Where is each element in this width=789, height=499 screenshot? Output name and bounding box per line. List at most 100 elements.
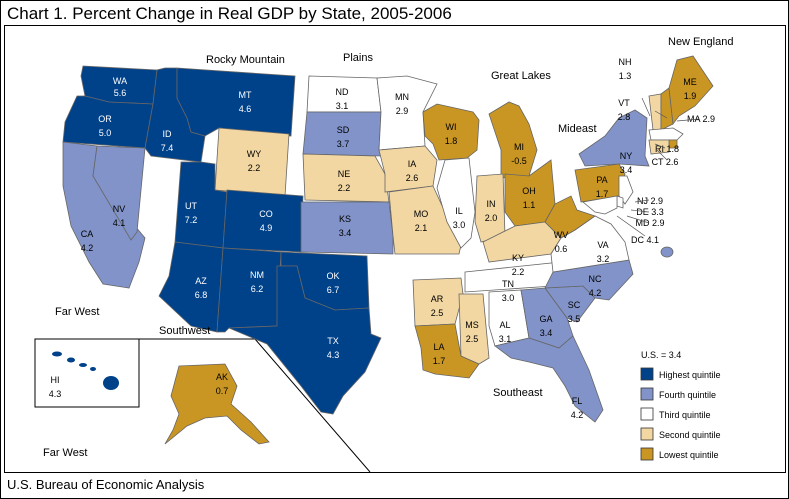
- region-label-southwest: Southwest: [159, 325, 210, 337]
- state-abbr-ia: IA: [408, 159, 417, 169]
- state-label-ct: CT 2.6: [652, 157, 679, 167]
- state-value-wa: 5.6: [114, 88, 127, 98]
- state-co: [222, 189, 304, 253]
- state-abbr-co: CO: [259, 209, 273, 219]
- state-value-ca: 4.2: [81, 243, 94, 253]
- hawaii-inset-box: [34, 338, 140, 408]
- state-abbr-sd: SD: [337, 125, 350, 135]
- state-value-ak: 0.7: [216, 386, 229, 396]
- state-tx: [228, 265, 382, 415]
- state-abbr-nh: NH: [619, 57, 632, 67]
- state-abbr-ut: UT: [185, 201, 197, 211]
- state-value-ks: 3.4: [339, 228, 352, 238]
- state-abbr-id: ID: [163, 129, 173, 139]
- state-label-ri: RI 1.8: [655, 144, 679, 154]
- state-abbr-la: LA: [433, 342, 444, 352]
- region-label-southeast: Southeast: [493, 387, 543, 399]
- state-wv: [544, 195, 596, 239]
- state-abbr-wv: WV: [554, 230, 569, 240]
- state-ma: [648, 127, 684, 141]
- state-value-nd: 3.1: [336, 101, 349, 111]
- state-abbr-or: OR: [98, 114, 112, 124]
- state-value-mt: 4.6: [239, 104, 252, 114]
- state-abbr-va: VA: [597, 240, 608, 250]
- state-abbr-oh: OH: [522, 186, 536, 196]
- state-abbr-ne: NE: [338, 169, 351, 179]
- state-value-az: 6.8: [195, 290, 208, 300]
- state-value-ut: 7.2: [185, 215, 198, 225]
- legend-us-value: U.S. = 3.4: [641, 350, 681, 360]
- legend-swatch-q5: [640, 367, 654, 381]
- state-abbr-wi: WI: [446, 122, 457, 132]
- state-abbr-mt: MT: [239, 90, 252, 100]
- state-ms: [458, 293, 490, 365]
- state-value-me: 1.9: [684, 91, 697, 101]
- region-label-far-west: Far West: [55, 306, 99, 318]
- hawaii-islands: [52, 351, 119, 390]
- state-value-mo: 2.1: [415, 223, 428, 233]
- state-value-mi: -0.5: [511, 156, 527, 166]
- state-label-dc: DC 4.1: [631, 235, 659, 245]
- state-abbr-fl: FL: [572, 396, 583, 406]
- state-label-ma: MA 2.9: [687, 114, 715, 124]
- state-abbr-ms: MS: [465, 320, 479, 330]
- legend: U.S. = 3.4 Highest quintile Fourth quinti…: [640, 350, 721, 461]
- state-md: [582, 195, 618, 215]
- state-value-ga: 3.4: [540, 328, 553, 338]
- state-abbr-ny: NY: [620, 151, 633, 161]
- legend-swatch-q4: [640, 387, 654, 401]
- state-ny: [578, 109, 650, 167]
- state-abbr-mi: MI: [514, 142, 524, 152]
- state-value-va: 3.2: [597, 254, 610, 264]
- legend-swatch-q3: [640, 407, 654, 421]
- state-mn: [376, 75, 438, 151]
- state-nj: [618, 175, 634, 205]
- state-abbr-me: ME: [683, 77, 697, 87]
- state-mi: [488, 101, 538, 179]
- state-value-oh: 1.1: [523, 200, 536, 210]
- state-de: [616, 195, 624, 209]
- state-me: [668, 55, 714, 126]
- state-abbr-il: IL: [455, 206, 463, 216]
- legend-label-q1: Lowest quintile: [659, 450, 719, 460]
- state-abbr-ar: AR: [431, 294, 444, 304]
- state-il: [436, 157, 476, 249]
- state-value-wy: 2.2: [248, 163, 261, 173]
- region-label-rocky-mountain: Rocky Mountain: [206, 54, 285, 66]
- state-value-il: 3.0: [453, 220, 466, 230]
- legend-swatch-q2: [640, 427, 654, 441]
- legend-label-q4: Fourth quintile: [659, 390, 716, 400]
- state-abbr-nd: ND: [336, 87, 349, 97]
- state-ks: [300, 201, 394, 255]
- state-dc: [660, 246, 674, 258]
- state-abbr-in: IN: [487, 199, 496, 209]
- state-abbr-ks: KS: [339, 214, 351, 224]
- state-abbr-tn: TN: [502, 279, 514, 289]
- state-abbr-ga: GA: [539, 314, 552, 324]
- state-la: [414, 323, 480, 379]
- state-value-wi: 1.8: [445, 136, 458, 146]
- state-ia: [378, 145, 438, 193]
- state-value-or: 5.0: [99, 128, 112, 138]
- state-abbr-sc: SC: [568, 300, 581, 310]
- source-note: U.S. Bureau of Economic Analysis: [7, 477, 205, 492]
- state-value-al: 3.1: [499, 334, 512, 344]
- state-az: [158, 241, 224, 333]
- state-value-ia: 2.6: [406, 173, 419, 183]
- state-label-de: DE 3.3: [636, 207, 664, 217]
- us-state-map: WA 5.6 OR 5.0 CA 4.2 NV 4.1 ID 7.4 MT 4.6 WY 2.2 UT 7.2…: [34, 36, 733, 472]
- map-panel: WA 5.6 OR 5.0 CA 4.2 NV 4.1 ID 7.4 MT 4.6 WY 2.2 UT 7.2…: [4, 25, 786, 473]
- state-abbr-hi: HI: [51, 375, 60, 385]
- state-value-ky: 2.2: [512, 267, 525, 277]
- state-label-nj: NJ 2.9: [637, 196, 663, 206]
- state-abbr-nv: NV: [113, 204, 126, 214]
- state-nv: [92, 145, 146, 241]
- state-fl: [494, 335, 604, 423]
- state-value-ok: 6.7: [327, 285, 340, 295]
- state-value-nm: 6.2: [251, 284, 264, 294]
- region-label-great-lakes: Great Lakes: [491, 70, 551, 82]
- state-value-tx: 4.3: [327, 350, 340, 360]
- chart-title: Chart 1. Percent Change in Real GDP by S…: [7, 4, 452, 23]
- state-value-ny: 3.4: [620, 165, 633, 175]
